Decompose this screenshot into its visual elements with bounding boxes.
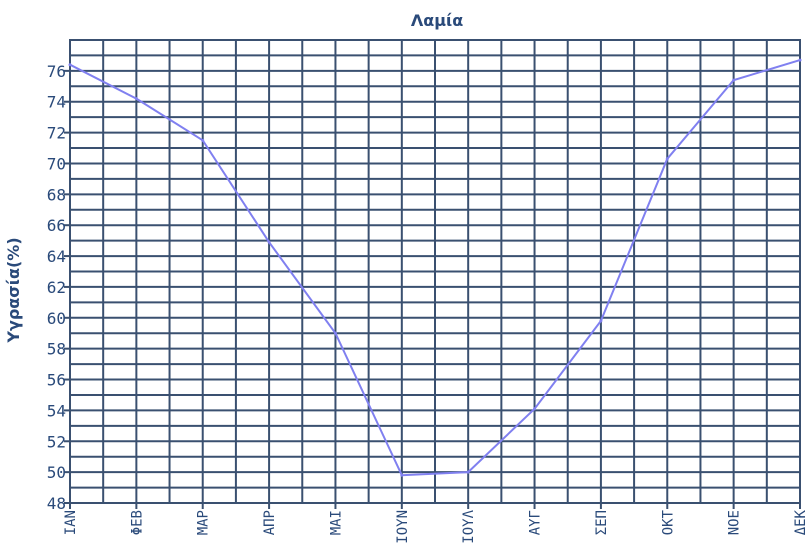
y-tick-label: 62	[47, 278, 66, 297]
data-point	[599, 319, 603, 323]
x-tick-label: ΜΑΙ	[328, 510, 344, 535]
grid	[69, 39, 801, 504]
x-tick-label: ΑΥΓ	[528, 510, 544, 535]
data-point	[533, 407, 537, 411]
y-tick-label: 48	[47, 494, 66, 513]
chart-title: Λαμία	[411, 11, 463, 30]
series-line	[69, 59, 801, 477]
x-axis-ticks: ΙΑΝ ΦΕΒ ΜΑΡ ΑΠΡ ΜΑΙ ΙΟΥΝ ΙΟΥΛ ΑΥΓ ΣΕΠ ΟΚΤ ΝΟΕ ΔΕΚ	[63, 503, 807, 544]
x-tick-label: ΑΠΡ	[262, 510, 278, 535]
x-tick-label: ΙΟΥΝ	[395, 510, 411, 544]
y-tick-label: 68	[47, 185, 66, 204]
data-point	[201, 138, 205, 142]
y-tick-label: 74	[47, 93, 66, 112]
x-tick-label: ΟΚΤ	[660, 509, 676, 535]
x-tick-label: ΣΕΠ	[594, 510, 610, 535]
y-tick-label: 52	[47, 432, 66, 451]
series-group	[68, 58, 802, 477]
x-tick-label: ΙΑΝ	[63, 510, 79, 535]
data-point	[732, 78, 736, 82]
x-tick-label: ΔΕΚ	[793, 509, 807, 535]
data-point	[333, 331, 337, 335]
y-tick-label: 60	[47, 309, 66, 328]
y-tick-label: 70	[47, 154, 66, 173]
y-tick-label: 58	[47, 340, 66, 359]
data-point	[267, 240, 271, 244]
y-tick-label: 50	[47, 463, 66, 482]
y-tick-label: 66	[47, 216, 66, 235]
data-point	[68, 63, 72, 67]
x-tick-label: ΝΟΕ	[727, 510, 743, 535]
y-tick-label: 76	[47, 62, 66, 81]
x-tick-label: ΙΟΥΛ	[461, 509, 477, 543]
y-axis-label: Υγρασία(%)	[4, 237, 23, 343]
y-axis-ticks: 48 50 52 54 56 58 60 62 64 66 68 70 72 74 76	[47, 62, 70, 513]
data-point	[466, 470, 470, 474]
data-point	[400, 473, 404, 477]
data-point	[134, 97, 138, 101]
data-point	[665, 157, 669, 161]
y-tick-label: 64	[47, 247, 66, 266]
y-tick-label: 56	[47, 371, 66, 390]
y-tick-label: 72	[47, 124, 66, 143]
x-tick-label: ΜΑΡ	[196, 510, 212, 535]
x-tick-label: ΦΕΒ	[129, 510, 145, 535]
data-point	[798, 58, 802, 62]
y-tick-label: 54	[47, 401, 66, 420]
